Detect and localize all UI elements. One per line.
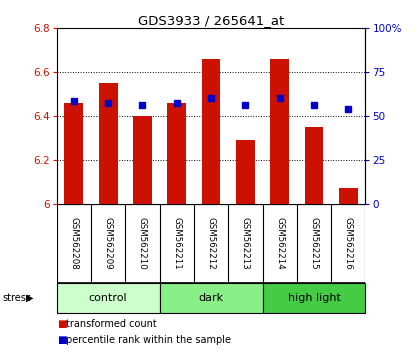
Bar	[202, 59, 220, 204]
Text: dark: dark	[199, 293, 223, 303]
Text: GSM562211: GSM562211	[172, 217, 181, 270]
Bar	[270, 59, 289, 204]
Text: control: control	[89, 293, 127, 303]
Bar	[133, 116, 152, 204]
Text: transformed count: transformed count	[66, 319, 157, 329]
Bar	[262, 283, 365, 313]
Bar	[99, 83, 118, 204]
Bar	[160, 283, 262, 313]
Text: GSM562216: GSM562216	[344, 217, 353, 270]
Text: GSM562212: GSM562212	[207, 217, 215, 270]
Text: percentile rank within the sample: percentile rank within the sample	[66, 335, 231, 345]
Text: GSM562209: GSM562209	[104, 217, 113, 270]
Bar	[236, 140, 255, 204]
Text: GSM562210: GSM562210	[138, 217, 147, 270]
Bar	[304, 127, 323, 204]
Text: GSM562208: GSM562208	[69, 217, 79, 270]
Bar	[167, 103, 186, 204]
Text: stress: stress	[2, 293, 31, 303]
Bar	[57, 283, 160, 313]
Title: GDS3933 / 265641_at: GDS3933 / 265641_at	[138, 14, 284, 27]
Text: ■: ■	[57, 335, 66, 345]
Text: GSM562215: GSM562215	[310, 217, 318, 270]
Text: GSM562214: GSM562214	[275, 217, 284, 270]
Text: ▶: ▶	[26, 293, 34, 303]
Text: high light: high light	[288, 293, 340, 303]
Bar	[64, 103, 83, 204]
Text: ■: ■	[57, 319, 66, 329]
Bar	[339, 188, 358, 204]
Text: GSM562213: GSM562213	[241, 217, 250, 270]
